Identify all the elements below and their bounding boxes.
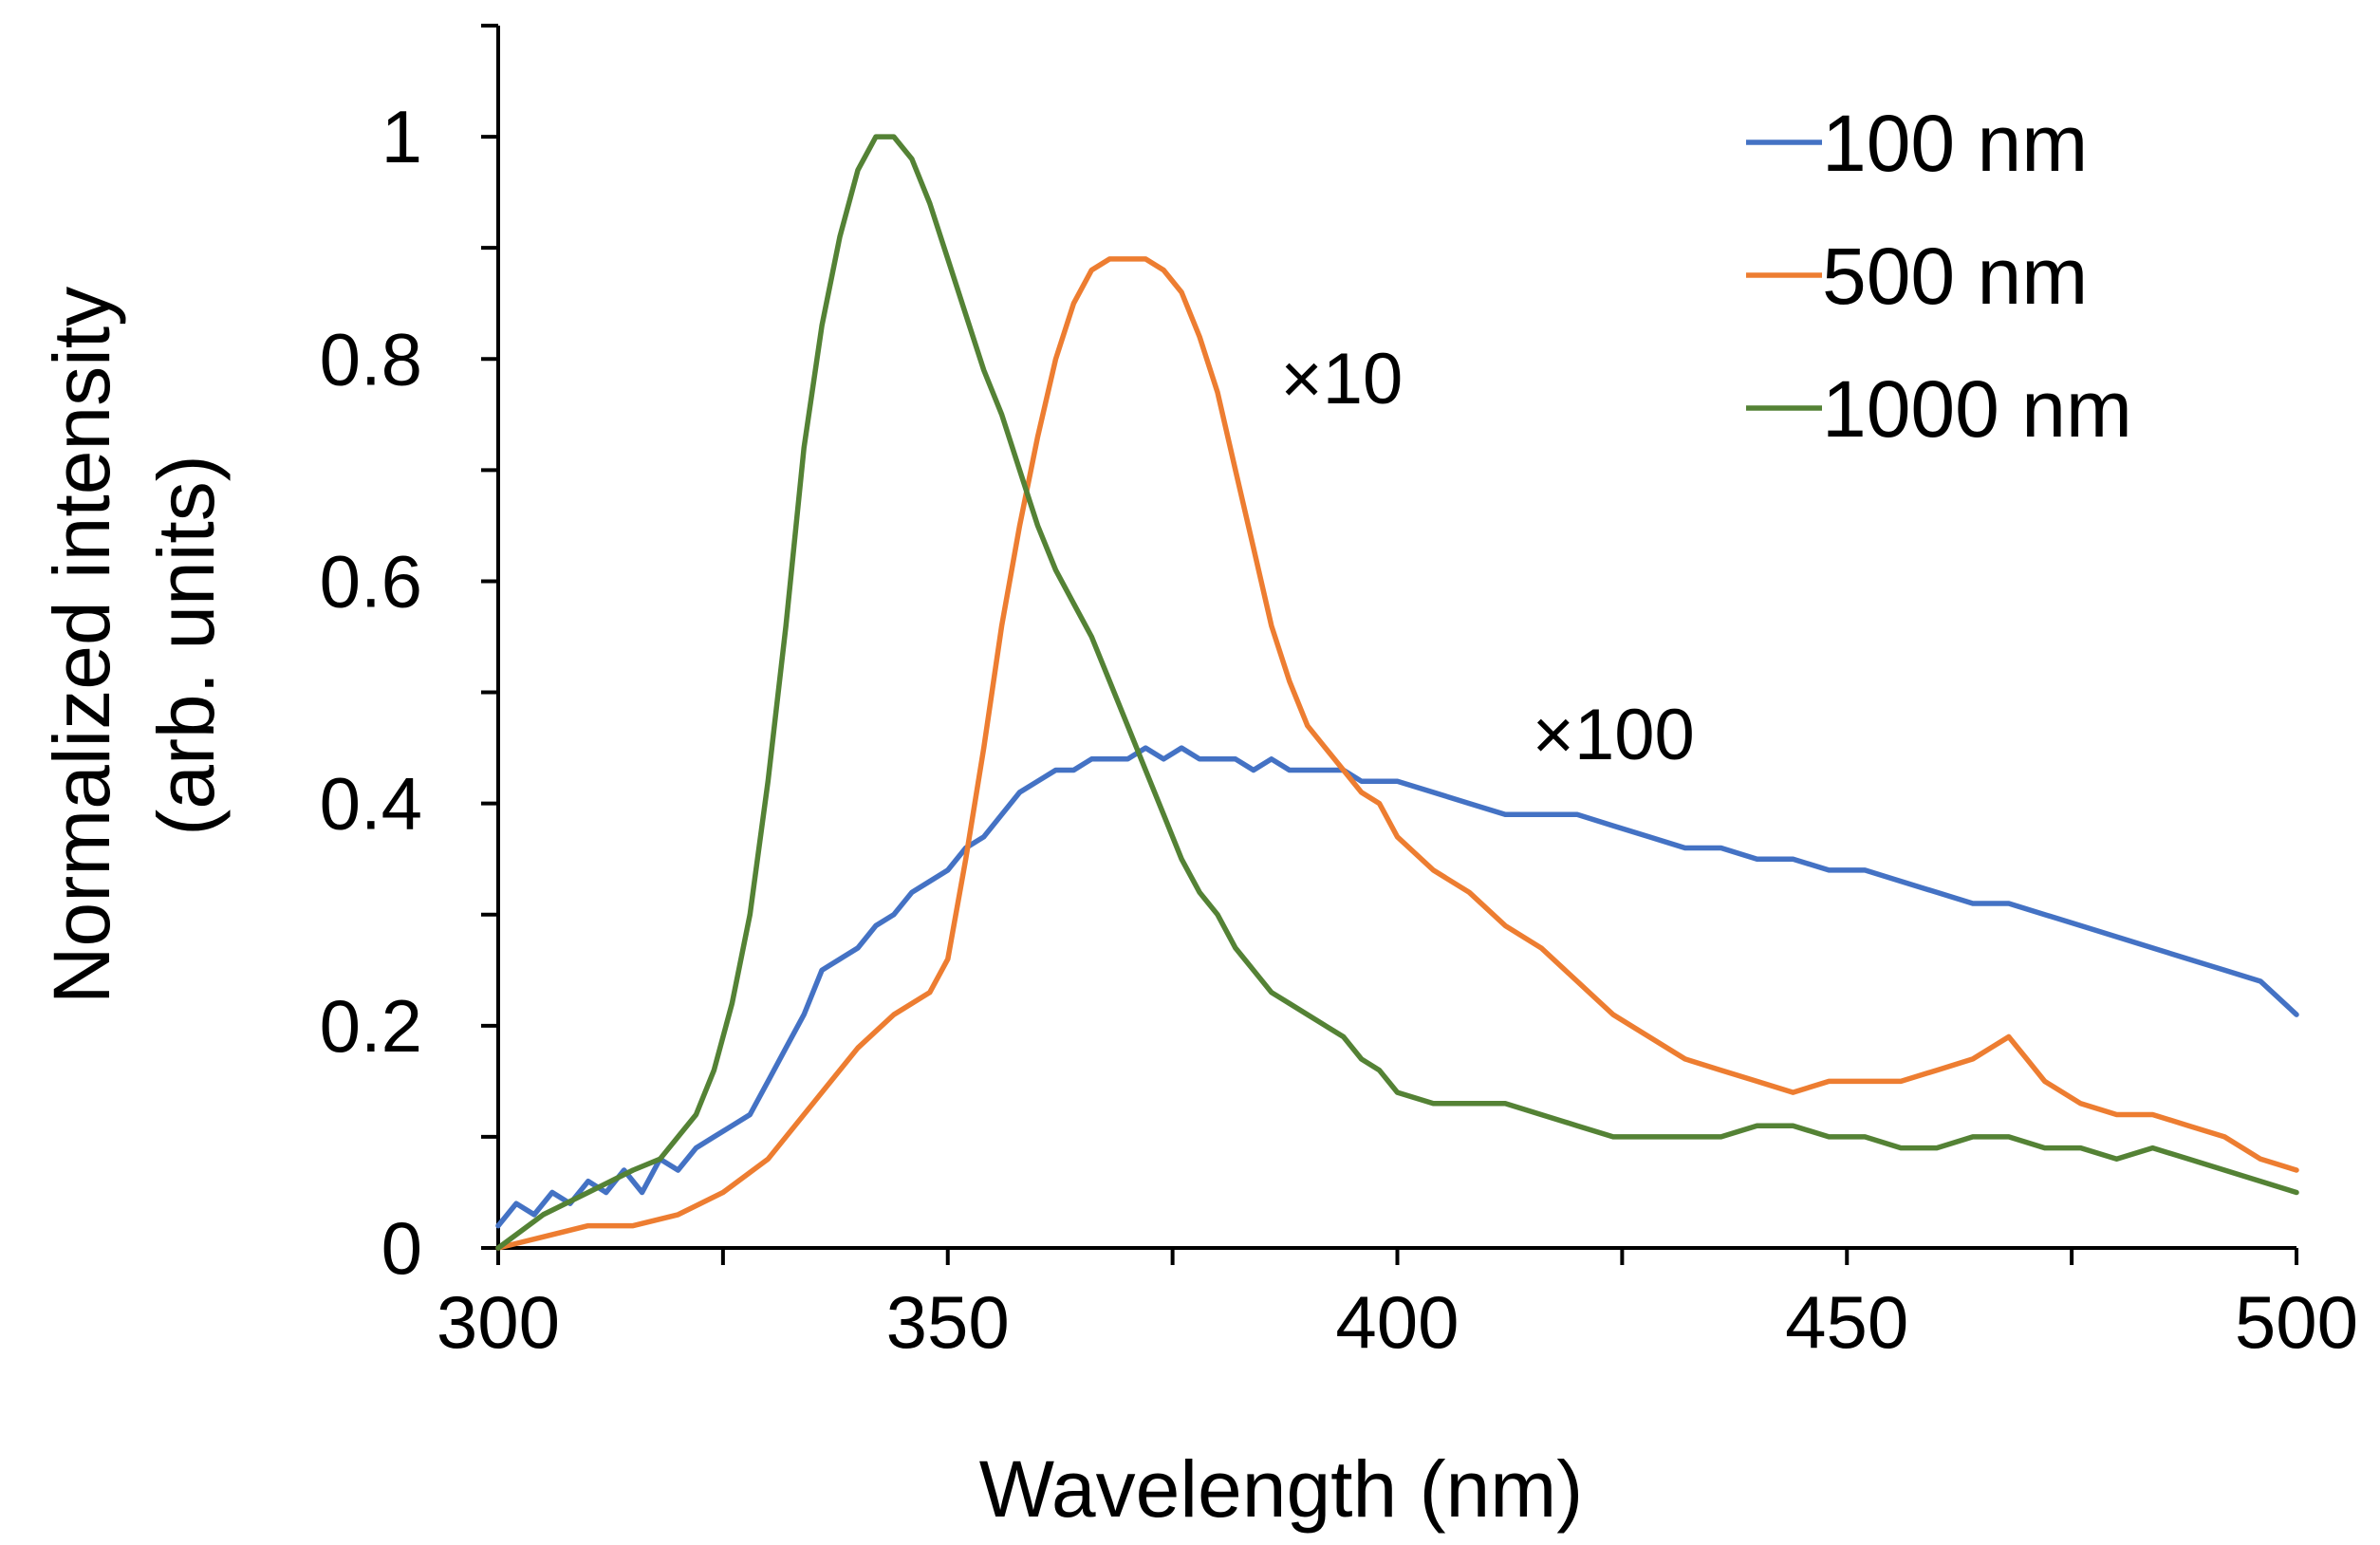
scale-annotation: ×100 bbox=[1533, 695, 1695, 775]
series-group bbox=[495, 134, 2299, 1251]
y-axis-units: (arb. units) bbox=[141, 455, 231, 835]
annotations-group: ×10 ×100 bbox=[1280, 339, 1694, 775]
series-line-500-nm bbox=[495, 256, 2299, 1251]
series-line-100-nm bbox=[495, 745, 2299, 1229]
y-tick-label: 0.4 bbox=[320, 762, 422, 846]
ticks-group: 300 350 400 450 500 0 0.2 0.4 0.6 0.8 1 bbox=[320, 24, 2358, 1364]
legend-label: 500 nm bbox=[1822, 232, 2088, 321]
y-tick-label: 0.8 bbox=[320, 317, 422, 400]
x-axis-title: Wavelength (nm) bbox=[979, 1444, 1583, 1534]
legend: 100 nm 500 nm 1000 nm bbox=[1746, 99, 2132, 454]
y-tick-label: 0.2 bbox=[320, 984, 422, 1068]
x-tick-label: 450 bbox=[1785, 1280, 1908, 1364]
x-tick-label: 400 bbox=[1335, 1280, 1459, 1364]
y-axis-title: Normalized intensity bbox=[37, 287, 126, 1004]
y-tick-label: 0.6 bbox=[320, 539, 422, 623]
legend-label: 1000 nm bbox=[1822, 364, 2132, 454]
x-tick-label: 300 bbox=[437, 1280, 560, 1364]
series-line-1000-nm bbox=[495, 134, 2299, 1251]
x-tick-label: 350 bbox=[886, 1280, 1010, 1364]
y-tick-label: 0 bbox=[381, 1206, 422, 1290]
x-tick-label: 500 bbox=[2235, 1280, 2358, 1364]
scale-annotation: ×10 bbox=[1280, 339, 1403, 419]
legend-label: 100 nm bbox=[1822, 99, 2088, 188]
y-tick-label: 1 bbox=[381, 95, 422, 178]
